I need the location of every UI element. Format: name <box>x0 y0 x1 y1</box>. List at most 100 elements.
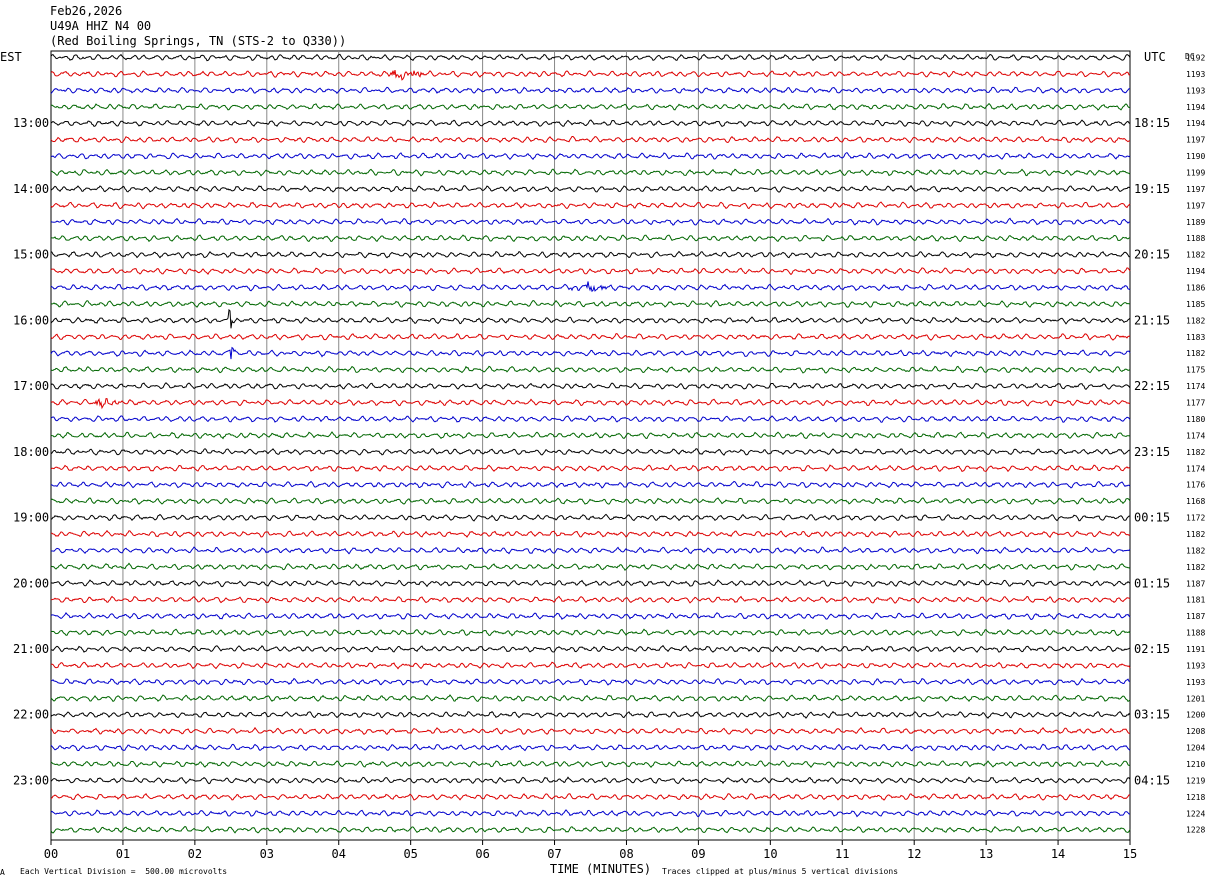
clip-note: Traces clipped at plus/minus 5 vertical … <box>662 867 899 876</box>
left-hour-label: 18:00 <box>13 445 49 459</box>
seismic-trace <box>50 825 1131 834</box>
x-axis-title: TIME (MINUTES) <box>550 862 651 876</box>
dc-offset-label: 1182 <box>1186 316 1205 325</box>
dc-offset-label: 1193 <box>1186 661 1205 670</box>
left-hour-label: 23:00 <box>13 773 49 787</box>
dc-offset-label: 1194 <box>1186 103 1205 112</box>
station-location: (Red Boiling Springs, TN (STS-2 to Q330)… <box>50 34 347 48</box>
right-hour-label: 21:15 <box>1134 313 1170 327</box>
seismic-trace <box>50 710 1131 719</box>
seismic-trace <box>50 382 1131 390</box>
dc-offset-label: 1188 <box>1186 234 1205 243</box>
dc-offset-label: 1187 <box>1186 612 1205 621</box>
seismic-trace <box>50 694 1131 703</box>
right-hour-label: 18:15 <box>1134 116 1170 130</box>
dc-offset-label: 1175 <box>1186 366 1205 375</box>
dc-offset-label: 1174 <box>1186 382 1205 391</box>
seismic-trace <box>50 267 1131 276</box>
dc-offset-label: 1182 <box>1186 349 1205 358</box>
seismic-trace <box>50 53 1131 62</box>
left-hour-label: 13:00 <box>13 116 49 130</box>
plot-date: Feb26,2026 <box>50 4 123 18</box>
seismic-trace <box>51 546 1131 555</box>
dc-offset-label: 1182 <box>1186 546 1205 555</box>
left-hour-label: 17:00 <box>13 379 49 393</box>
dc-offset-label: 1228 <box>1186 826 1205 835</box>
right-hour-label: 00:15 <box>1134 511 1170 525</box>
dc-offset-label: 1201 <box>1186 694 1205 703</box>
left-hour-label: 14:00 <box>13 182 49 196</box>
left-hour-label: 19:00 <box>13 511 49 525</box>
seismic-trace <box>50 119 1131 128</box>
seismic-trace <box>50 677 1131 686</box>
right-hour-label: 20:15 <box>1134 248 1170 262</box>
dc-offset-label: 1194 <box>1186 119 1205 128</box>
dc-header: DC <box>1185 52 1195 61</box>
x-tick-label: 03 <box>260 847 274 861</box>
x-tick-label: 12 <box>907 847 921 861</box>
dc-offset-label: 1191 <box>1186 645 1205 654</box>
dc-offset-label: 1218 <box>1186 793 1205 802</box>
seismic-trace <box>50 562 1131 572</box>
dc-offset-label: 1193 <box>1186 678 1205 687</box>
x-tick-label: 10 <box>763 847 777 861</box>
seismic-trace <box>50 281 1131 293</box>
seismic-trace <box>50 346 1131 360</box>
seismic-trace <box>50 398 1131 410</box>
seismic-trace <box>50 308 1131 329</box>
x-tick-label: 04 <box>332 847 346 861</box>
left-timezone-label: EST <box>0 50 22 64</box>
seismic-trace <box>50 333 1131 341</box>
x-tick-label: 06 <box>475 847 489 861</box>
x-tick-label: 15 <box>1123 847 1137 861</box>
dc-offset-label: 1174 <box>1186 431 1205 440</box>
x-tick-label: 13 <box>979 847 993 861</box>
dc-offset-label: 1193 <box>1186 70 1205 79</box>
seismic-trace <box>50 628 1131 637</box>
seismic-trace <box>50 86 1130 95</box>
x-tick-label: 05 <box>403 847 417 861</box>
right-hour-label: 22:15 <box>1134 379 1170 393</box>
dc-offset-label: 1197 <box>1186 201 1205 210</box>
dc-offset-label: 1219 <box>1186 776 1205 785</box>
dc-offset-label: 1187 <box>1186 579 1205 588</box>
dc-offset-label: 1182 <box>1186 563 1205 572</box>
seismic-trace <box>50 365 1131 374</box>
right-hour-label: 19:15 <box>1134 182 1170 196</box>
right-hour-label: 02:15 <box>1134 642 1170 656</box>
dc-offset-label: 1177 <box>1186 399 1205 408</box>
seismic-trace <box>50 793 1131 801</box>
x-tick-label: 14 <box>1051 847 1065 861</box>
dc-offset-label: 1197 <box>1186 185 1205 194</box>
dc-offset-label: 1183 <box>1186 333 1205 342</box>
seismic-trace <box>50 102 1131 111</box>
seismic-trace <box>50 464 1131 473</box>
x-tick-label: 08 <box>619 847 633 861</box>
dc-offset-label: 1194 <box>1186 267 1205 276</box>
dc-offset-label: 1192 <box>1186 54 1205 63</box>
left-hour-label: 20:00 <box>13 576 49 590</box>
right-hour-label: 01:15 <box>1134 576 1170 590</box>
corner-mark: A <box>0 868 5 877</box>
dc-offset-label: 1182 <box>1186 530 1205 539</box>
seismic-trace <box>50 135 1130 144</box>
station-id: U49A HHZ N4 00 <box>50 19 152 33</box>
seismic-trace <box>50 69 1131 81</box>
right-timezone-label: UTC <box>1144 50 1166 64</box>
seismic-trace <box>50 644 1131 653</box>
dc-offset-label: 1190 <box>1186 152 1205 161</box>
seismic-trace <box>50 448 1130 456</box>
dc-offset-label: 1176 <box>1186 481 1205 490</box>
seismic-trace <box>50 497 1131 505</box>
seismic-trace <box>50 217 1131 226</box>
dc-offset-label: 1204 <box>1186 744 1205 753</box>
dc-offset-label: 1199 <box>1186 169 1205 178</box>
right-hour-label: 04:15 <box>1134 773 1170 787</box>
plot-frame <box>50 50 1131 841</box>
seismic-trace <box>50 776 1131 785</box>
seismic-trace <box>50 299 1131 308</box>
dc-offset-label: 1224 <box>1186 809 1205 818</box>
scale-note: Each Vertical Division = 500.00 microvol… <box>20 867 228 876</box>
seismic-trace <box>50 415 1131 423</box>
x-tick-label: 01 <box>116 847 130 861</box>
